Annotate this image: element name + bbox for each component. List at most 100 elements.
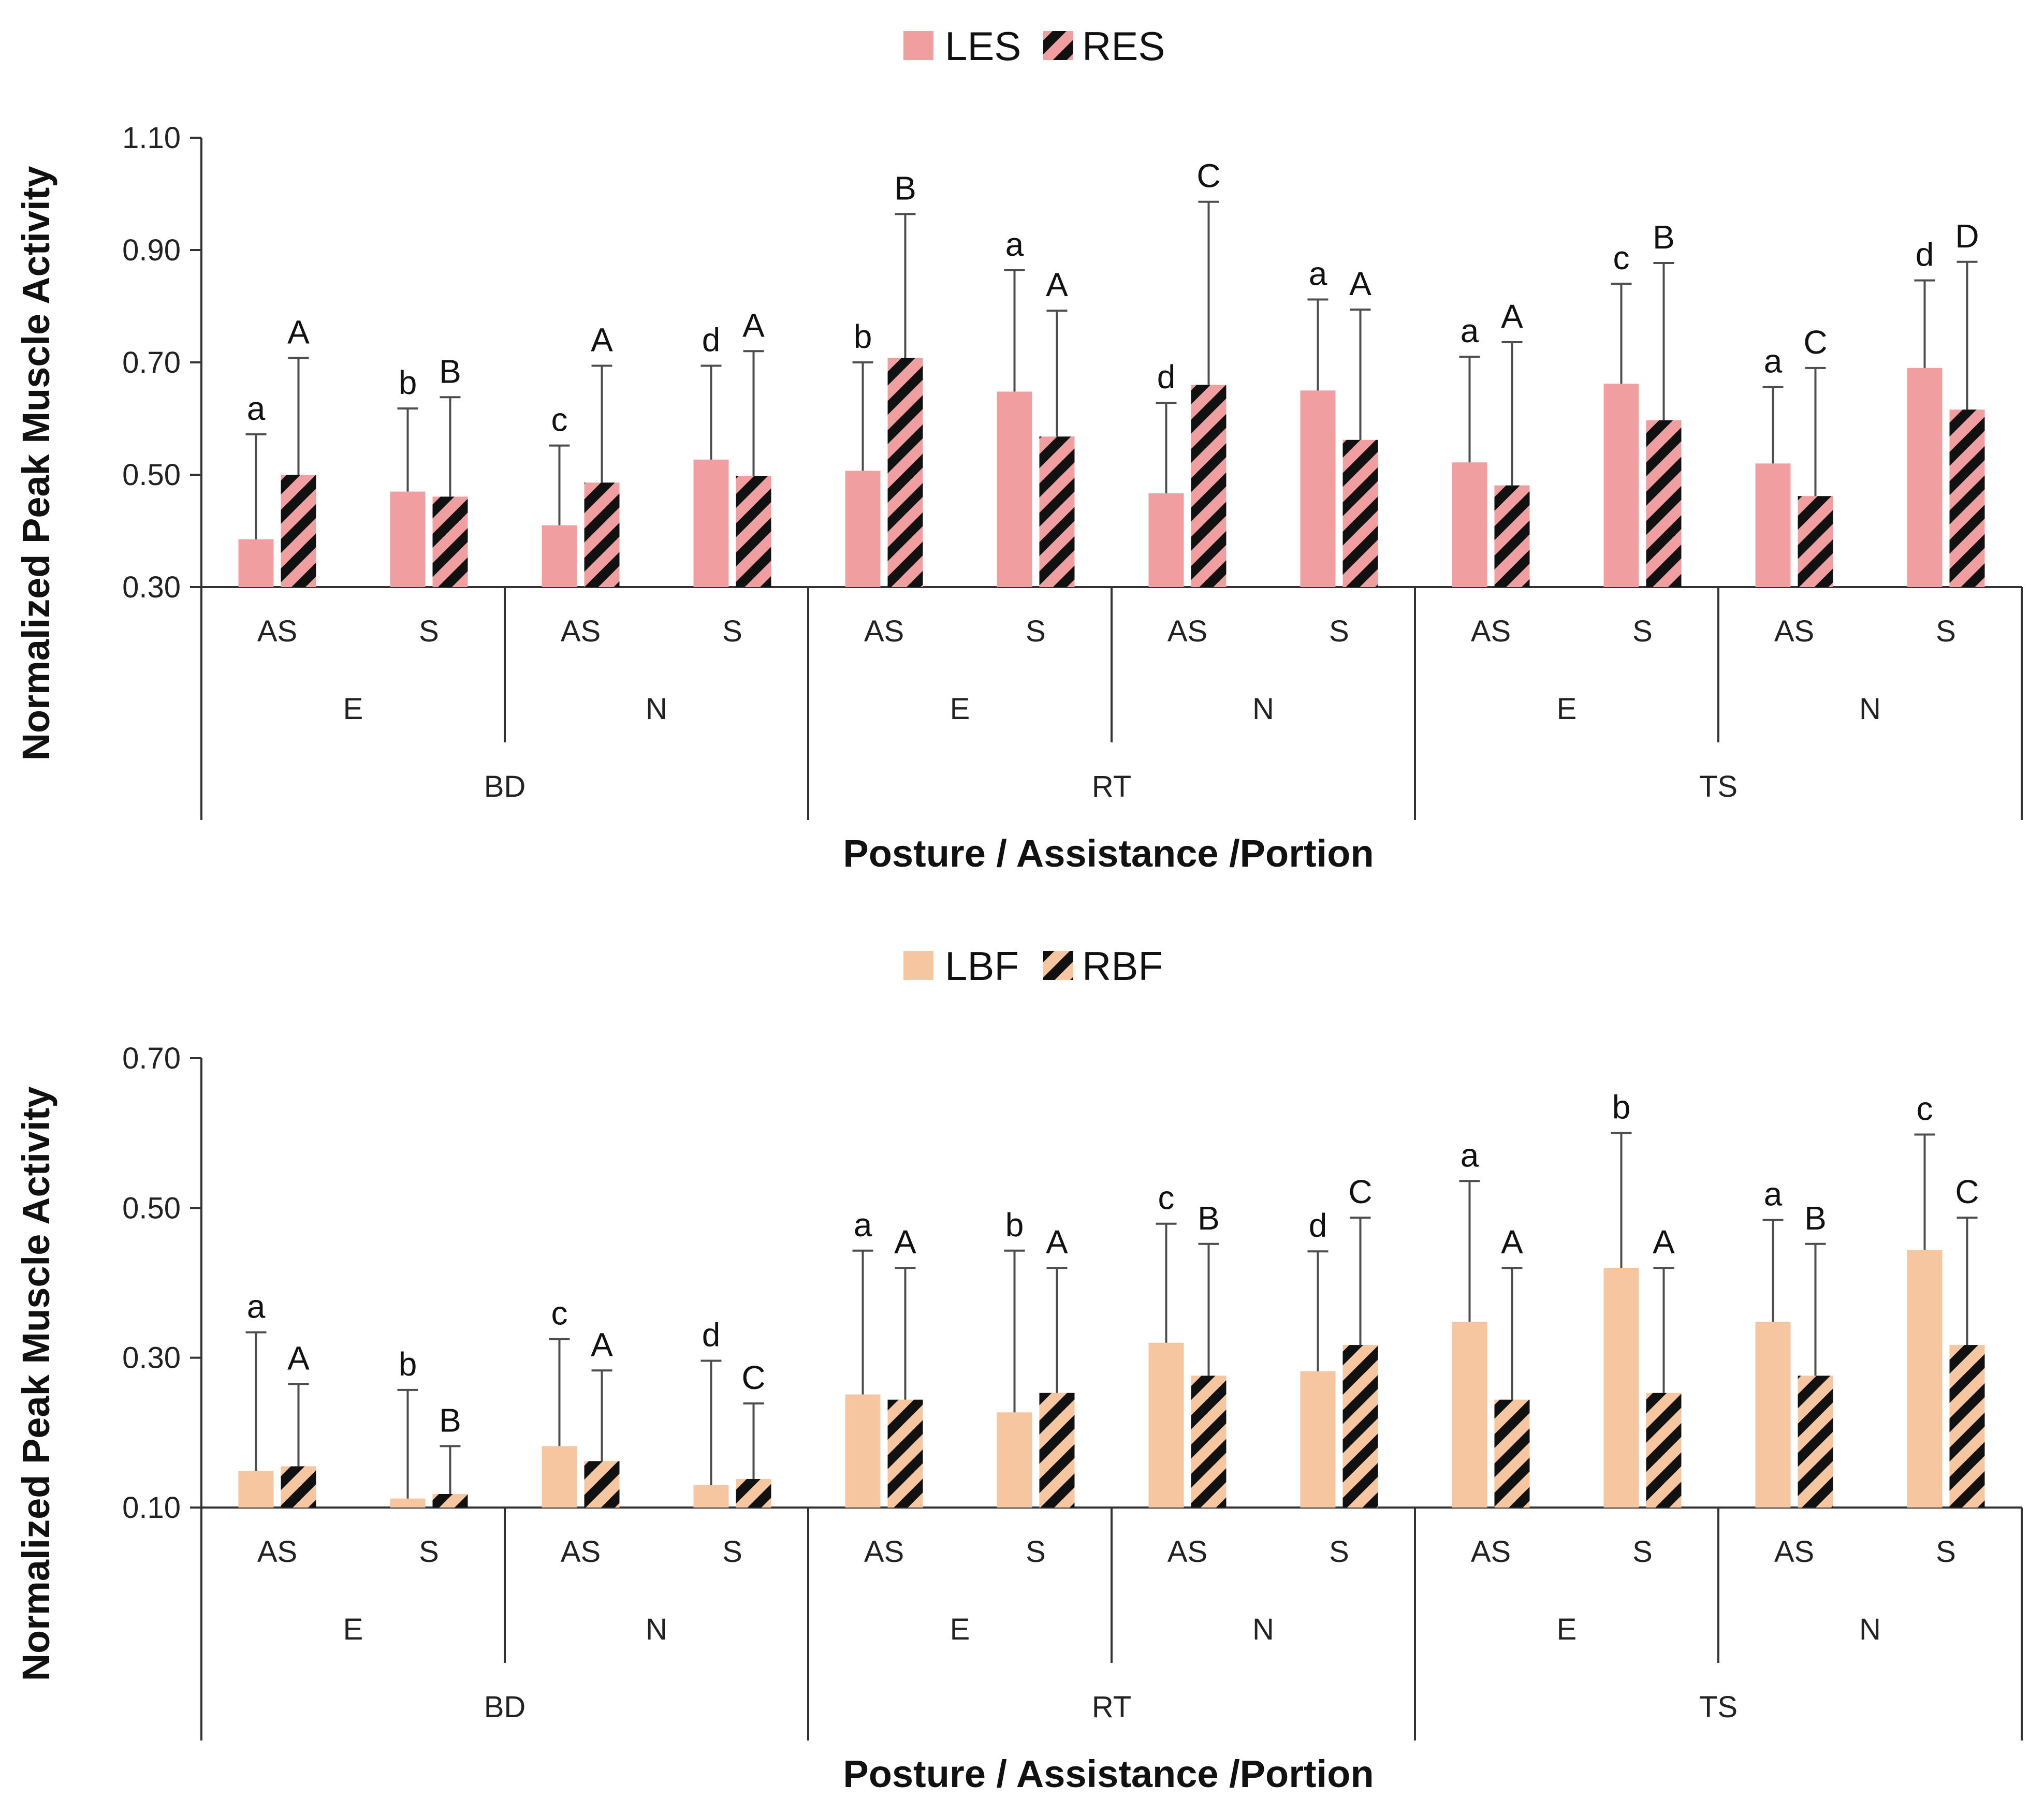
rbf-significance-letter: C	[741, 1359, 765, 1396]
lbf-significance-letter: a	[1461, 1136, 1479, 1174]
res-significance-letter: A	[591, 321, 613, 359]
res-significance-letter: C	[1196, 157, 1220, 195]
assistance-label: E	[1557, 1613, 1577, 1646]
les-significance-letter: d	[702, 321, 721, 359]
portion-label: S	[419, 1535, 439, 1569]
res-significance-letter: A	[287, 313, 310, 350]
les-bar	[1603, 384, 1639, 587]
assistance-label: N	[646, 692, 667, 726]
res-significance-letter: B	[1653, 218, 1675, 256]
rbf-bar	[736, 1479, 771, 1508]
res-bar	[432, 496, 468, 587]
les-significance-letter: c	[1613, 239, 1630, 276]
assistance-label: E	[950, 1613, 970, 1646]
res-bar	[1342, 440, 1378, 587]
assistance-label: N	[1252, 692, 1274, 726]
y-tick-label: 0.70	[122, 346, 181, 379]
portion-label: AS	[257, 1535, 297, 1569]
res-bar	[1798, 496, 1833, 587]
portion-label: AS	[1167, 615, 1207, 648]
res-bar	[1646, 420, 1682, 587]
les-significance-letter: a	[1005, 226, 1024, 263]
res-significance-letter: A	[1501, 298, 1523, 335]
y-tick-label: 1.10	[122, 121, 181, 155]
lbf-bar	[238, 1471, 274, 1508]
lbf-bar	[1755, 1322, 1791, 1508]
rbf-bar	[1039, 1393, 1075, 1508]
portion-label: S	[419, 615, 439, 648]
y-tick-label: 0.70	[122, 1042, 181, 1075]
lbf-bar	[1907, 1250, 1943, 1508]
legend-swatch-les	[903, 31, 933, 60]
portion-label: AS	[561, 615, 601, 648]
legend-swatch-rbf	[1043, 951, 1073, 980]
portion-label: AS	[864, 615, 904, 648]
portion-label: AS	[561, 1535, 601, 1569]
rbf-significance-letter: A	[894, 1223, 916, 1261]
y-tick-label: 0.30	[122, 570, 181, 604]
assistance-label: E	[343, 1613, 363, 1646]
lbf-significance-letter: b	[1005, 1206, 1024, 1244]
res-significance-letter: C	[1803, 324, 1827, 361]
portion-label: S	[722, 1535, 742, 1569]
res-bar	[281, 475, 316, 587]
les-bar	[845, 471, 881, 587]
chart-les-res: LES RES 1.10 0.90 0.70 0.50 0.30 Normalized Pea…	[14, 23, 2023, 875]
y-tick-label: 0.90	[122, 233, 181, 267]
lbf-bar	[845, 1394, 881, 1508]
res-bar	[1949, 409, 1985, 587]
x-axis-title: Posture / Assistance /Portion	[843, 832, 1374, 875]
rbf-bar	[584, 1461, 620, 1508]
lbf-bar	[390, 1498, 426, 1508]
lbf-significance-letter: c	[551, 1295, 568, 1332]
lbf-significance-letter: a	[1764, 1175, 1783, 1212]
les-significance-letter: c	[551, 401, 568, 438]
lbf-bar	[1300, 1371, 1336, 1508]
portion-label: AS	[1167, 1535, 1207, 1569]
rbf-significance-letter: A	[591, 1326, 613, 1363]
legend-label: RBF	[1082, 943, 1163, 989]
lbf-bar	[997, 1412, 1032, 1508]
rbf-significance-letter: A	[1501, 1223, 1523, 1261]
rbf-bar	[887, 1399, 923, 1508]
portion-label: S	[1632, 1535, 1653, 1569]
rbf-significance-letter: A	[287, 1339, 310, 1377]
chart-lbf-rbf: LBF RBF 0.70 0.50 0.30 0.10 Normalized Peak Mu…	[14, 943, 2023, 1795]
lbf-significance-letter: a	[854, 1206, 872, 1244]
portion-label: S	[1026, 615, 1046, 648]
y-axis-title: Normalized Peak Muscle Activity	[14, 1087, 57, 1681]
y-tick-label: 0.30	[122, 1341, 181, 1375]
lbf-bar	[693, 1485, 729, 1508]
lbf-significance-letter: d	[1309, 1207, 1327, 1244]
res-bar	[736, 476, 771, 587]
res-bar	[584, 482, 620, 587]
res-bar	[1494, 485, 1530, 587]
les-significance-letter: a	[1764, 343, 1783, 380]
les-significance-letter: a	[1461, 312, 1479, 349]
les-bar	[542, 525, 577, 587]
portion-label: S	[1329, 1535, 1349, 1569]
les-bar	[390, 491, 426, 587]
posture-label: RT	[1092, 1690, 1131, 1724]
lbf-significance-letter: a	[247, 1288, 266, 1325]
legend-swatch-lbf	[903, 951, 933, 980]
les-bar	[1907, 368, 1943, 587]
les-bar	[1452, 462, 1487, 587]
portion-label: AS	[1774, 1535, 1814, 1569]
assistance-label: N	[1859, 1613, 1881, 1646]
rbf-significance-letter: B	[1804, 1199, 1827, 1237]
rbf-bar	[1494, 1399, 1530, 1508]
assistance-label: E	[950, 692, 970, 726]
portion-label: S	[1936, 1535, 1956, 1569]
assistance-label: N	[646, 1613, 667, 1646]
lbf-bar	[1452, 1322, 1487, 1508]
portion-label: AS	[1471, 1535, 1511, 1569]
posture-label: TS	[1699, 770, 1738, 803]
lbf-bar	[1148, 1342, 1184, 1508]
legend-label: LBF	[945, 943, 1019, 989]
posture-label: TS	[1699, 1690, 1738, 1724]
res-significance-letter: B	[894, 170, 916, 207]
les-significance-letter: a	[247, 390, 266, 427]
rbf-bar	[1798, 1376, 1833, 1508]
rbf-bar	[281, 1466, 316, 1508]
